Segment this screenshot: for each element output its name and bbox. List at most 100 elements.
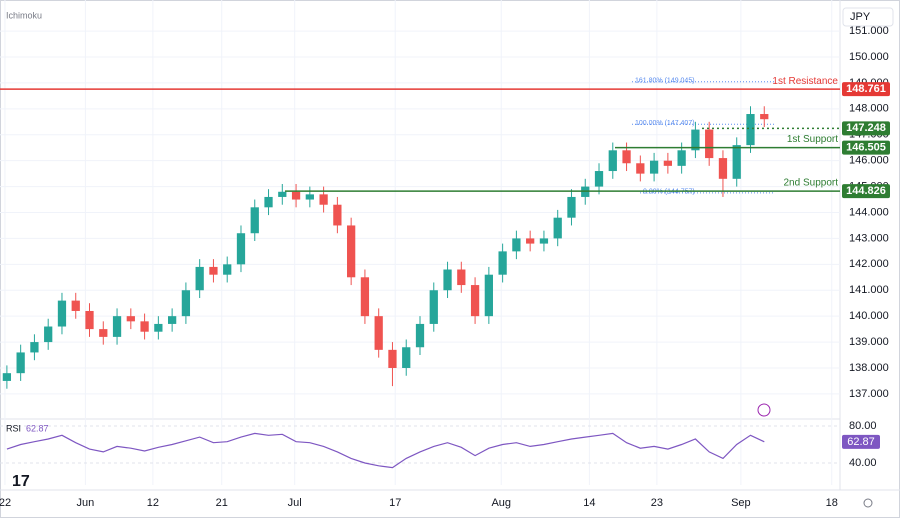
level-price: 144.826: [846, 185, 886, 197]
x-tick-label: 17: [389, 497, 401, 509]
x-tick-label: Jun: [77, 497, 95, 509]
y-tick-label: 140.000: [849, 310, 889, 322]
candle-body: [319, 194, 328, 205]
event-icon[interactable]: [757, 403, 771, 417]
settings-icon[interactable]: [863, 498, 873, 508]
candle-body: [236, 233, 246, 265]
logo: 17: [12, 473, 30, 490]
rsi-name: RSI: [6, 423, 21, 433]
candle-body: [429, 290, 438, 324]
y-tick-label: 143.000: [849, 232, 889, 244]
rsi-value-box: [842, 434, 880, 449]
candle-body: [498, 251, 507, 275]
candle-body: [209, 266, 218, 275]
candle-body: [760, 114, 769, 120]
level-label: 1st Support: [787, 134, 838, 145]
candle-body: [126, 316, 135, 322]
candle-body: [622, 150, 631, 164]
candle-body: [746, 114, 755, 146]
y-tick-label: 150.000: [849, 51, 889, 63]
candle-body: [71, 300, 80, 311]
candle-body: [636, 163, 645, 174]
rsi-tick-label: 80.00: [849, 420, 877, 432]
candle-body: [415, 323, 425, 348]
candle-body: [663, 160, 672, 166]
level-label: 1st Resistance: [772, 76, 838, 87]
x-tick-label: 18: [826, 497, 838, 509]
candle-body: [2, 373, 12, 381]
fib-label: 0.00% (144.757): [643, 189, 695, 196]
candle-body: [374, 316, 383, 350]
candle-body: [140, 321, 149, 332]
level-price-box: [842, 184, 890, 199]
y-tick-label: 151.000: [849, 25, 889, 37]
candle-body: [154, 323, 163, 332]
fib-label: 100.00% (147.407): [635, 120, 695, 127]
candle-body: [705, 129, 714, 159]
rsi-tick-label: 40.00: [849, 457, 877, 469]
indicator-label: Ichimoku: [6, 10, 42, 20]
candle-body: [512, 238, 521, 252]
x-tick-label: 14: [583, 497, 595, 509]
level-price: 147.248: [846, 122, 886, 134]
candle-body: [526, 238, 535, 244]
candle-body: [44, 326, 53, 343]
rsi-line: [6, 432, 765, 469]
rsi-value: 62.87: [847, 436, 875, 448]
candle-body: [168, 316, 177, 324]
y-tick-label: 142.000: [849, 258, 889, 270]
candle-body: [223, 264, 232, 275]
candle-body: [250, 207, 259, 234]
candle-body: [402, 347, 411, 368]
y-tick-label: 139.000: [849, 336, 889, 348]
candle-body: [388, 349, 397, 368]
candle-body: [567, 196, 576, 218]
y-tick-label: 141.000: [849, 284, 889, 296]
candle-body: [553, 217, 562, 239]
candle-body: [333, 204, 342, 226]
candle-body: [112, 316, 122, 337]
candle-body: [85, 310, 94, 330]
candle-body: [195, 266, 204, 291]
x-tick-label: 23: [651, 497, 663, 509]
fib-label: 161.80% (149.045): [635, 78, 695, 85]
candle-body: [594, 171, 604, 187]
candle-body: [691, 129, 700, 151]
level-price-box: [842, 82, 890, 97]
candle-body: [484, 274, 493, 317]
y-tick-label: 148.000: [849, 103, 889, 115]
level-price: 146.505: [846, 141, 886, 153]
candle-body: [470, 285, 480, 317]
level-label: 2nd Support: [784, 178, 839, 189]
y-tick-label: 138.000: [849, 362, 889, 374]
candle-body: [732, 145, 741, 179]
candle-body: [57, 300, 67, 327]
level-price-box: [842, 121, 890, 136]
x-tick-label: Sep: [731, 497, 751, 509]
candle-body: [99, 329, 108, 337]
candle-body: [30, 342, 39, 353]
currency-button[interactable]: [842, 7, 894, 27]
level-price-box: [842, 140, 890, 155]
candle-body: [291, 191, 301, 200]
candle-body: [181, 290, 191, 317]
candle-body: [443, 269, 452, 291]
candle-body: [305, 194, 314, 200]
candle-body: [608, 150, 617, 172]
candle-body: [347, 225, 356, 278]
candle-body: [16, 352, 25, 374]
x-tick-label: Aug: [491, 497, 511, 509]
candle-body: [718, 158, 728, 179]
candle-body: [264, 196, 273, 208]
candle-body: [360, 277, 370, 317]
x-tick-label: 21: [216, 497, 228, 509]
level-price: 148.761: [846, 83, 886, 95]
currency[interactable]: JPY: [850, 11, 871, 23]
y-tick-label: 144.000: [849, 206, 889, 218]
candle-body: [539, 238, 549, 244]
candle-body: [457, 269, 466, 286]
candle-body: [677, 150, 686, 166]
x-tick-label: Jul: [288, 497, 302, 509]
